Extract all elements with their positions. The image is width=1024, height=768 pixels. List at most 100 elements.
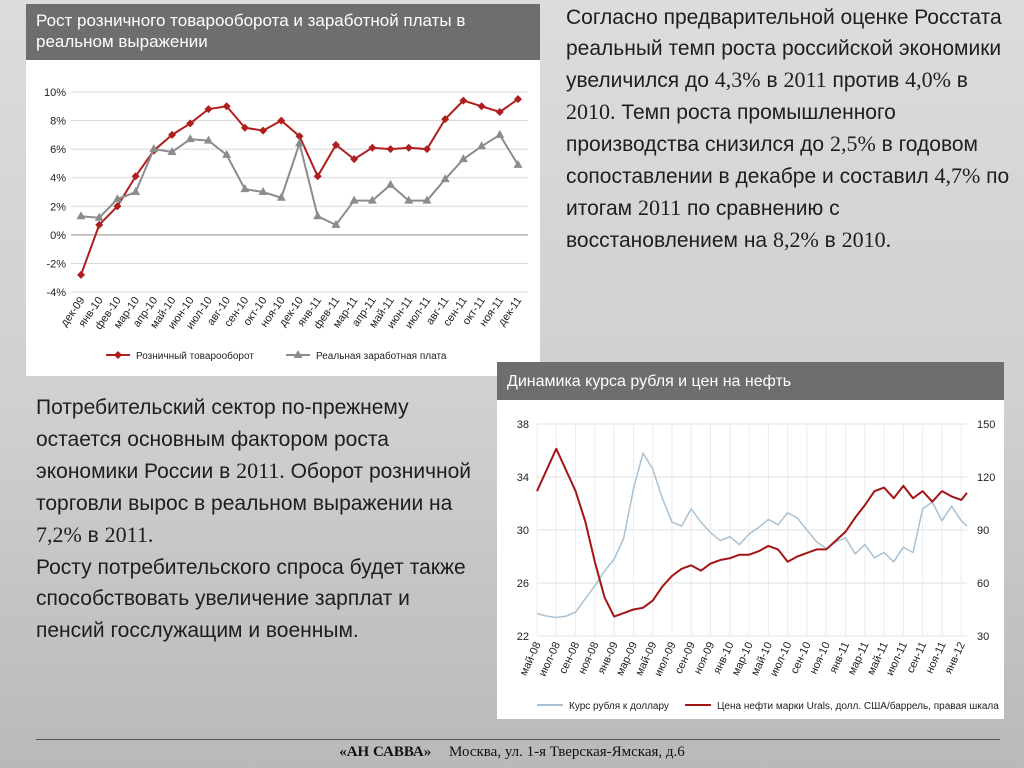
- text-fragment: Согласно предварительной оценке Росстата…: [566, 6, 1002, 92]
- data-point: [350, 155, 359, 164]
- legend-label: Цена нефти марки Urals, долл. США/баррел…: [717, 700, 999, 712]
- data-point: [240, 123, 249, 132]
- y-tick-label: -2%: [46, 258, 66, 270]
- data-point: [404, 195, 414, 204]
- company-name: «АН САВВА»: [339, 744, 432, 760]
- data-point: [404, 143, 413, 152]
- legend-label: Реальная заработная плата: [316, 350, 447, 362]
- data-point: [186, 119, 195, 128]
- text-fragment: в годовом сопоставлении в декабре и сост…: [566, 133, 978, 188]
- data-point: [76, 211, 86, 220]
- data-point: [113, 202, 122, 211]
- text-fragment: Росту потребительского спроса будет такж…: [36, 555, 466, 642]
- data-point: [477, 141, 487, 150]
- series-line: [80, 98, 519, 276]
- legend-label: Розничный товарооборот: [136, 350, 254, 362]
- numeric-value: 2011: [783, 67, 827, 92]
- data-point: [313, 211, 323, 220]
- data-point: [495, 108, 504, 116]
- right-tick-label: 150: [977, 419, 995, 431]
- data-point: [204, 105, 213, 114]
- retail-wage-plot: -4%-2%0%2%4%6%8%10%дек-09янв-10фев-10мар…: [44, 87, 528, 362]
- left-tick-label: 34: [517, 472, 529, 484]
- data-point: [313, 172, 322, 181]
- retail-wage-chart: Рост розничного товарооборота и заработн…: [26, 4, 540, 376]
- data-point: [276, 192, 286, 201]
- right-tick-label: 30: [977, 631, 989, 643]
- data-point: [240, 184, 250, 193]
- right-tick-label: 120: [977, 472, 995, 484]
- right-tick-label: 90: [977, 525, 989, 537]
- data-point: [149, 144, 159, 153]
- company-address: Москва, ул. 1-я Тверская-Ямская, д.6: [449, 744, 685, 760]
- data-point: [331, 140, 340, 149]
- left-tick-label: 38: [517, 419, 529, 431]
- text-fragment: Оборот розничной торговли вырос в реальн…: [36, 460, 472, 515]
- data-point: [349, 195, 359, 204]
- data-point: [440, 174, 450, 183]
- data-point: [258, 187, 268, 195]
- data-point: [131, 172, 140, 181]
- text-fragment: Темп роста промышленного производства сн…: [566, 101, 896, 156]
- y-tick-label: 10%: [44, 87, 66, 99]
- data-point: [495, 129, 505, 138]
- data-point: [203, 135, 213, 144]
- data-point: [477, 102, 486, 111]
- data-point: [131, 187, 141, 195]
- numeric-value: 2010.: [841, 227, 892, 252]
- ruble-oil-chart: Динамика курса рубля и цен на нефть 22 26…: [497, 362, 1004, 719]
- chart-title: Динамика курса рубля и цен на нефть: [497, 362, 1004, 400]
- data-point: [368, 143, 377, 152]
- legend-label: Курс рубля к доллару: [569, 700, 669, 712]
- footer: «АН САВВА» Москва, ул. 1-я Тверская-Ямск…: [0, 744, 1024, 761]
- data-point: [386, 145, 395, 154]
- y-tick-label: 4%: [50, 173, 66, 185]
- numeric-value: 2,5%: [829, 131, 876, 156]
- text-fragment: в: [760, 69, 784, 92]
- data-point: [422, 195, 432, 204]
- series-line: [80, 133, 519, 227]
- ruble-oil-plot: 2226303438306090120150май-08июл-08сен-08…: [517, 419, 999, 712]
- text-fragment: по сравнению с восстановлением на: [566, 197, 840, 252]
- data-point: [441, 115, 450, 124]
- data-point: [422, 145, 431, 154]
- right-tick-label: 60: [977, 578, 989, 590]
- left-tick-label: 30: [517, 525, 529, 537]
- numeric-value: 2011.: [104, 522, 154, 547]
- numeric-value: 4,7%: [934, 163, 981, 188]
- left-tick-label: 22: [517, 631, 529, 643]
- numeric-value: 8,2%: [772, 227, 819, 252]
- consumer-sector-text: Потребительский сектор по-прежнему остае…: [36, 392, 476, 646]
- data-point: [295, 132, 304, 141]
- chart-title: Рост розничного товарооборота и заработн…: [26, 4, 540, 60]
- data-point: [514, 95, 522, 104]
- text-fragment: в: [818, 229, 842, 252]
- economic-growth-text: Согласно предварительной оценке Росстата…: [566, 2, 1014, 256]
- numeric-value: 2011: [637, 195, 682, 220]
- data-point: [112, 194, 122, 203]
- text-fragment: в: [950, 69, 968, 92]
- data-point: [331, 219, 341, 228]
- data-point: [386, 179, 396, 188]
- numeric-value: 4,0%: [905, 67, 951, 92]
- y-tick-label: 0%: [50, 230, 66, 242]
- y-tick-label: 2%: [50, 201, 66, 213]
- data-point: [94, 212, 104, 221]
- data-point: [168, 130, 177, 139]
- numeric-value: 2011.: [236, 458, 285, 483]
- numeric-value: 2010.: [566, 99, 616, 124]
- data-point: [185, 134, 195, 143]
- footer-divider: [36, 739, 1000, 740]
- text-fragment: Потребительский сектор по-прежнему остае…: [36, 396, 409, 483]
- y-tick-label: -4%: [46, 287, 66, 299]
- data-point: [167, 147, 177, 155]
- text-fragment: против: [826, 69, 906, 92]
- data-point: [513, 159, 523, 168]
- y-tick-label: 8%: [50, 116, 66, 128]
- data-point: [222, 102, 231, 111]
- data-point: [259, 126, 268, 135]
- legend-marker: [293, 350, 303, 358]
- data-point: [458, 154, 468, 163]
- data-point: [295, 138, 304, 147]
- y-tick-label: 6%: [50, 144, 66, 156]
